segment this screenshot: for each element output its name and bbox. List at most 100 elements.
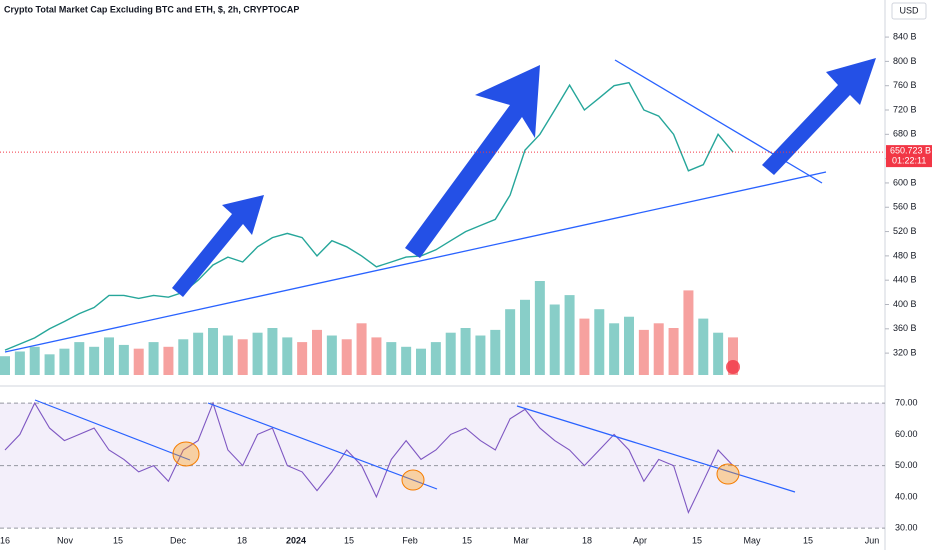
volume-bar	[416, 348, 426, 375]
volume-bar	[178, 339, 189, 375]
arrow	[405, 65, 540, 258]
volume-bar	[668, 328, 679, 375]
arrow	[762, 58, 876, 175]
x-tick-label: Mar	[513, 535, 529, 545]
trend-line	[516, 405, 796, 493]
trend-line	[207, 402, 438, 490]
volume-bar	[386, 342, 397, 375]
x-tick-label: Feb	[402, 535, 418, 545]
y-tick-label: 30.00	[895, 523, 918, 533]
volume-bar	[698, 318, 709, 375]
currency-box[interactable]	[891, 2, 927, 20]
volume-bar	[297, 342, 308, 375]
volume-bar	[193, 332, 204, 375]
volume-bar	[208, 328, 218, 375]
volume-bar	[549, 304, 560, 375]
volume-bar	[401, 346, 412, 375]
volume-bar	[653, 323, 664, 375]
volume-bar	[534, 281, 545, 375]
volume-bar	[460, 328, 471, 375]
highlight	[401, 469, 425, 491]
volume-bar	[475, 335, 486, 375]
volume-bar	[505, 309, 516, 375]
volume-bar	[430, 342, 441, 375]
y-tick-label: 800 B	[893, 56, 917, 66]
volume-bar	[326, 335, 337, 375]
volume-bar	[44, 354, 55, 375]
x-tick-label: 2024	[286, 535, 306, 545]
volume-bar	[638, 329, 649, 375]
x-tick-label: 15	[803, 535, 813, 545]
y-tick-label: 360 B	[893, 323, 917, 333]
volume-bar	[0, 356, 10, 375]
volume-bar	[594, 309, 605, 375]
y-tick-label: 840 B	[893, 31, 917, 41]
volume-bar	[14, 351, 25, 375]
y-tick-label: 560 B	[893, 202, 917, 212]
volume-bar	[683, 290, 694, 375]
y-tick-label: 60.00	[895, 429, 918, 439]
y-tick-label: 320 B	[893, 347, 917, 357]
last-price-box	[886, 145, 932, 168]
volume-bar	[624, 316, 634, 375]
volume-bar	[163, 346, 174, 375]
volume-bar	[222, 335, 233, 375]
volume-bar	[237, 339, 248, 375]
x-tick-label: Jun	[865, 535, 880, 545]
volume-bar	[104, 337, 114, 375]
highlight	[172, 441, 200, 467]
x-tick-label: May	[743, 535, 761, 545]
y-tick-label: 400 B	[893, 299, 917, 309]
volume-bar	[490, 329, 501, 375]
volume-bar	[148, 342, 159, 375]
volume-bar	[371, 337, 382, 375]
volume-bar	[520, 299, 530, 375]
event-icon[interactable]	[726, 360, 740, 374]
x-tick-label: 15	[344, 535, 354, 545]
x-tick-label: 15	[113, 535, 123, 545]
volume-bar	[133, 348, 144, 375]
x-tick-label: 18	[237, 535, 247, 545]
y-tick-label: 720 B	[893, 104, 917, 114]
price-line	[4, 81, 734, 351]
y-tick-label: 70.00	[895, 398, 918, 408]
x-tick-label: 15	[692, 535, 702, 545]
volume-bar	[252, 332, 263, 375]
last-price-label: 650.723 B	[890, 145, 931, 155]
volume-bar	[74, 342, 85, 375]
trend-line	[34, 399, 191, 461]
volume-bar	[118, 344, 129, 375]
y-tick-label: 480 B	[893, 250, 917, 260]
volume-bar	[267, 328, 278, 375]
y-tick-label: 440 B	[893, 275, 917, 285]
rsi-line	[4, 401, 734, 514]
y-tick-label: 760 B	[893, 80, 917, 90]
volume-bar	[728, 337, 738, 375]
volume-bar	[282, 337, 293, 375]
highlight	[716, 463, 740, 485]
y-tick-label: 680 B	[893, 129, 917, 139]
volume-bar	[445, 332, 456, 375]
countdown: 01:22:11	[892, 155, 926, 165]
x-tick-label: Nov	[57, 535, 74, 545]
volume-bar	[579, 318, 590, 375]
volume-bar	[609, 323, 620, 375]
x-tick-label: 16	[0, 535, 10, 545]
volume-bar	[564, 295, 575, 375]
trend-line	[4, 171, 827, 353]
x-tick-label: Apr	[633, 535, 647, 545]
y-tick-label: 520 B	[893, 226, 917, 236]
y-tick-label: 600 B	[893, 177, 917, 187]
volume-bar	[341, 339, 352, 375]
currency[interactable]: USD	[899, 5, 919, 15]
x-tick-label: 15	[462, 535, 472, 545]
volume-bar	[89, 346, 100, 375]
x-tick-label: 18	[582, 535, 592, 545]
y-tick-label: 50.00	[895, 460, 918, 470]
volume-bar	[29, 346, 40, 375]
trend-line	[614, 59, 823, 184]
chart-title: Crypto Total Market Cap Excluding BTC an…	[4, 4, 299, 14]
volume-bar	[59, 348, 70, 375]
x-tick-label: Dec	[170, 535, 187, 545]
